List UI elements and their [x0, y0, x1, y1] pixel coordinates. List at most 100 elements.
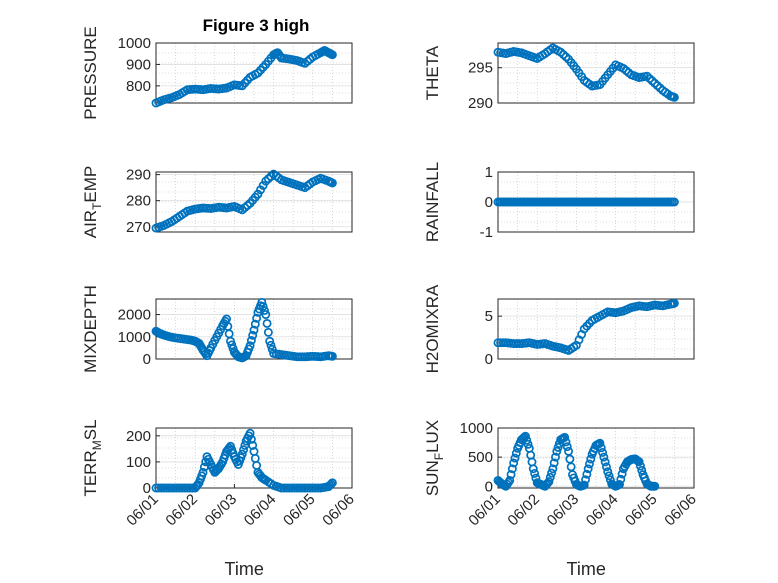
- y-tick-label: 295: [468, 60, 493, 77]
- data-point: [669, 298, 679, 308]
- data-point: [505, 475, 515, 485]
- data-point: [245, 341, 255, 351]
- x-tick-label: 06/04: [241, 491, 280, 530]
- data-point: [604, 471, 614, 481]
- axes-frame: [155, 427, 353, 489]
- data-point: [581, 475, 590, 485]
- data-point: [327, 178, 337, 188]
- data-point: [603, 467, 613, 477]
- y-label-rest: LUX: [423, 420, 442, 453]
- y-tick-label: 0: [485, 351, 493, 368]
- data-point: [545, 472, 555, 482]
- data-point: [615, 480, 624, 489]
- y-tick-label: 290: [468, 95, 493, 112]
- data-point: [600, 457, 610, 467]
- data-point: [582, 469, 592, 479]
- data-point: [327, 351, 337, 361]
- y-tick-label: 1000: [460, 420, 493, 437]
- data-point: [258, 301, 268, 311]
- data-point: [248, 440, 258, 450]
- data-point: [549, 458, 559, 468]
- data-point: [507, 464, 517, 474]
- data-point: [595, 438, 605, 448]
- y-axis-label: TERRMSL: [81, 419, 104, 496]
- sun-flux-plot: 0 500 1000 06/01 06/02 06/03 06/04 06/05 06/06 SU…: [423, 420, 700, 579]
- y-axis-label: PRESSURE: [81, 26, 100, 120]
- data-point: [261, 310, 271, 320]
- x-tick-label: 06/06: [319, 491, 358, 530]
- y-tick-label: 2000: [118, 307, 151, 324]
- y-label-subscript: T: [90, 202, 104, 210]
- data-point: [511, 448, 521, 458]
- data-point: [246, 434, 256, 444]
- x-tick-label: 06/04: [583, 491, 622, 530]
- y-tick-label: 100: [126, 454, 151, 471]
- data-point: [253, 189, 263, 199]
- data-point: [562, 442, 572, 452]
- data-point: [325, 480, 335, 490]
- y-axis-label: RAINFALL: [423, 162, 442, 242]
- y-axis-label: MIXDEPTH: [81, 285, 100, 373]
- y-tick-label: -1: [480, 224, 493, 241]
- data-point: [258, 181, 268, 190]
- h2omixra-plot: 0 5 H2OMIXRA: [423, 284, 695, 373]
- y-axis-label: SUNFLUX: [423, 420, 446, 496]
- x-tick-label: 06/03: [202, 491, 241, 530]
- data-point: [616, 474, 626, 484]
- y-tick-label: 900: [126, 56, 151, 73]
- data-point: [249, 325, 259, 335]
- data-point: [326, 479, 336, 489]
- data-point: [669, 92, 679, 102]
- y-label-main: TERR: [81, 450, 100, 496]
- data-point: [561, 437, 571, 447]
- x-tick-label: 06/05: [622, 491, 661, 530]
- data-point: [265, 336, 275, 346]
- data-point: [552, 446, 562, 456]
- y-axis-label: H2OMIXRA: [423, 284, 442, 373]
- data-point: [560, 432, 570, 442]
- data-point: [266, 340, 276, 350]
- x-tick-label: 06/06: [661, 491, 700, 530]
- y-axis-label: THETA: [423, 45, 442, 100]
- data-point: [669, 197, 679, 207]
- data-point: [602, 462, 611, 472]
- data-point: [250, 319, 260, 329]
- y-tick-label: 500: [468, 449, 493, 466]
- data-point: [544, 477, 554, 487]
- data-point: [547, 468, 557, 478]
- y-tick-label: 1: [485, 164, 493, 181]
- data-point: [327, 478, 337, 488]
- axes-frame: [497, 42, 695, 104]
- y-tick-label: 280: [126, 193, 151, 210]
- data-point: [635, 461, 645, 471]
- data-point: [523, 439, 533, 449]
- data-point: [260, 306, 269, 315]
- data-point: [528, 464, 538, 474]
- theta-plot: 290 295 THETA: [423, 42, 695, 112]
- y-tick-label: 270: [126, 219, 151, 236]
- figure-title: Figure 3 high: [203, 16, 310, 35]
- data-point: [237, 449, 247, 459]
- data-point: [551, 452, 560, 462]
- x-axis-label: Time: [225, 559, 264, 579]
- data-point: [599, 452, 609, 462]
- y-tick-label: 0: [485, 478, 493, 495]
- data-point: [262, 318, 272, 328]
- y-label-main: SUN: [423, 460, 442, 496]
- data-point: [553, 442, 563, 452]
- data-point: [585, 459, 594, 469]
- data-point: [256, 185, 265, 195]
- y-tick-label: 0: [143, 351, 151, 368]
- data-point: [246, 336, 256, 345]
- y-tick-label: 1000: [118, 329, 151, 346]
- y-tick-label: 800: [126, 78, 151, 95]
- y-label-main: AIR: [81, 210, 100, 238]
- data-point: [579, 480, 589, 490]
- data-point: [522, 435, 532, 445]
- data-point: [509, 458, 519, 468]
- data-point: [596, 443, 606, 453]
- rainfall-plot: -1 0 1 RAINFALL: [423, 162, 695, 242]
- y-label-rest: SL: [81, 419, 100, 440]
- data-point: [548, 464, 558, 474]
